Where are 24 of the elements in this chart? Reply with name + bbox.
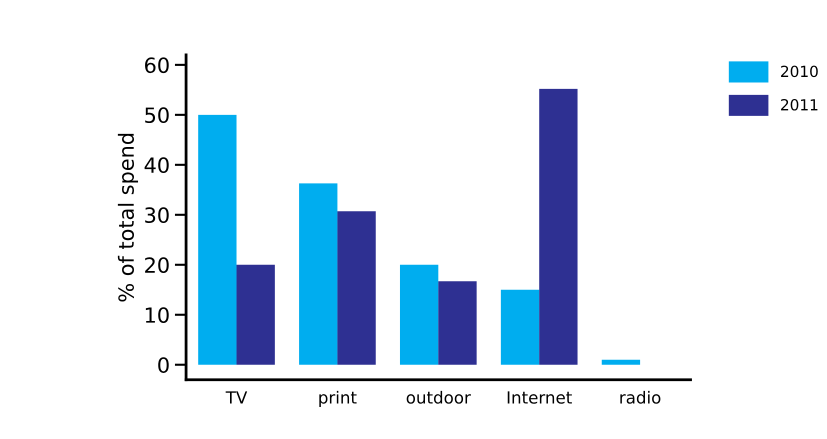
y-tick-label: 0 (158, 357, 169, 373)
bar (337, 211, 376, 365)
x-tick-label: radio (620, 390, 660, 404)
x-tick-label: outdoor (406, 390, 471, 404)
y-tick-label: 50 (145, 107, 169, 124)
y-tick-label: 60 (145, 57, 169, 74)
y-axis-title: % of total spend (118, 134, 138, 302)
bar (299, 183, 338, 365)
y-tick-label: 10 (146, 307, 169, 323)
bar (198, 114, 237, 365)
bar (539, 88, 578, 365)
bar (236, 264, 275, 365)
x-tick-label: print (319, 390, 357, 407)
x-tick-label: Internet (508, 391, 572, 404)
bar (400, 264, 438, 365)
y-tick-label: 40 (144, 157, 169, 174)
y-tick-label: 30 (145, 207, 169, 224)
legend-label: 2011 (781, 98, 818, 111)
bar (602, 360, 640, 365)
bar (438, 281, 477, 365)
x-tick-label: TV (226, 391, 248, 404)
bar (500, 290, 540, 365)
y-tick-label: 20 (145, 257, 169, 273)
legend-label: 2010 (781, 66, 818, 78)
